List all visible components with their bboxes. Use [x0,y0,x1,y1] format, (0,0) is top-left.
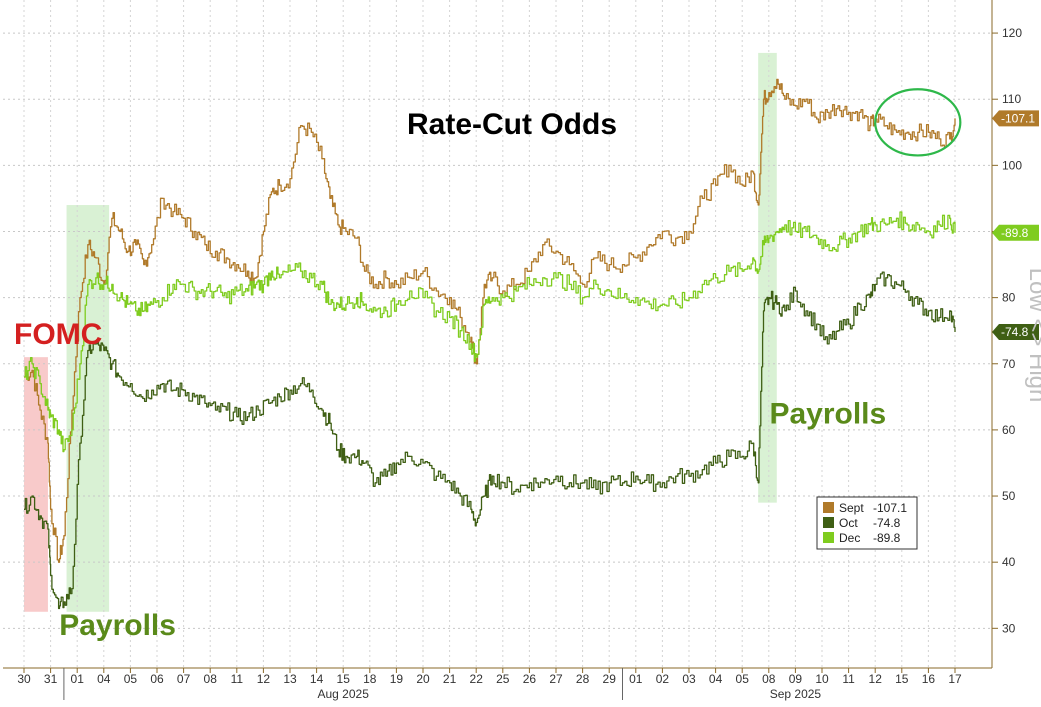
x-tick-label: 16 [922,672,936,686]
x-tick-label: 01 [629,672,643,686]
y-tick-label: 30 [1002,621,1016,635]
x-tick-label: 29 [603,672,617,686]
y-tick-label: 50 [1002,489,1016,503]
x-tick-label: 17 [948,672,962,686]
x-tick-label: 07 [177,672,191,686]
legend-value-dec: -89.8 [873,531,901,545]
month-label: Aug 2025 [318,687,370,701]
x-tick-label: 10 [815,672,829,686]
chart-title: Rate-Cut Odds [407,108,617,141]
series-line-dec [24,211,956,453]
grid-lines [3,0,992,668]
y-tick-label: 110 [1002,92,1021,106]
x-tick-label: 01 [71,672,85,686]
last-value-label-sept: -107.1 [1001,111,1035,125]
y-tick-label: 80 [1002,291,1016,305]
x-tick-label: 03 [682,672,696,686]
y-tick-label: 40 [1002,555,1016,569]
callout-ellipse [874,88,962,157]
x-tick-label: 25 [496,672,510,686]
x-tick-label: 30 [17,672,31,686]
x-tick-label: 18 [363,672,377,686]
legend-swatch-dec [823,532,834,543]
series-line-sept [24,78,956,563]
x-tick-label: 08 [204,672,218,686]
x-tick-label: 12 [257,672,271,686]
x-tick-label: 28 [576,672,590,686]
y-tick-label: 120 [1002,26,1022,40]
annotation-label-0: FOMC [14,318,102,351]
legend-swatch-sept [823,502,834,513]
x-tick-label: 11 [842,672,855,686]
y-tick-label: 70 [1002,357,1016,371]
x-tick-label: 15 [895,672,909,686]
x-tick-label: 22 [470,672,484,686]
last-value-label-oct: -74.8 [1001,325,1029,339]
highlight-band-2 [758,52,777,503]
x-tick-label: 12 [869,672,883,686]
legend-value-oct: -74.8 [873,516,901,530]
x-tick-label: 31 [44,672,58,686]
legend-name-sept: Sept [839,501,864,515]
x-tick-label: 14 [310,672,324,686]
x-tick-label: 08 [762,672,776,686]
x-tick-label: 04 [709,672,723,686]
axes: 30405060708090100110120-107.1-74.8-89.8L… [3,0,1041,701]
x-tick-label: 06 [150,672,164,686]
legend-name-oct: Oct [839,516,858,530]
last-value-label-dec: -89.8 [1001,226,1029,240]
x-tick-label: 15 [337,672,351,686]
series-line-oct [24,271,956,610]
x-tick-label: 05 [124,672,138,686]
x-tick-label: 05 [736,672,750,686]
highlight-band-0 [24,357,48,612]
x-tick-label: 02 [656,672,670,686]
annotation-label-2: Payrolls [769,397,886,430]
annotations: Rate-Cut Odds FOMC Payrolls Payrolls [14,88,962,642]
x-tick-label: 27 [549,672,563,686]
last-value-tag-sept [992,110,1039,127]
x-tick-label: 11 [231,672,244,686]
x-tick-label: 26 [523,672,537,686]
x-tick-label: 04 [97,672,111,686]
legend-swatch-oct [823,517,834,528]
last-value-tag-dec [992,224,1039,241]
series-lines [24,78,956,610]
legend: Sept -107.1 Oct -74.8 Dec -89.8 [816,496,918,550]
x-tick-label: 09 [789,672,803,686]
y-tick-label: 100 [1002,158,1022,172]
x-tick-label: 21 [443,672,457,686]
month-label: Sep 2025 [770,687,822,701]
x-tick-label: 13 [283,672,297,686]
annotation-label-1: Payrolls [59,609,176,642]
y-tick-label: 60 [1002,423,1016,437]
x-tick-label: 20 [416,672,430,686]
legend-name-dec: Dec [839,531,860,545]
x-tick-label: 19 [390,672,404,686]
last-value-tag-oct [992,324,1039,341]
axis-side-label: Low <> High [1024,268,1041,403]
legend-value-sept: -107.1 [873,501,907,515]
